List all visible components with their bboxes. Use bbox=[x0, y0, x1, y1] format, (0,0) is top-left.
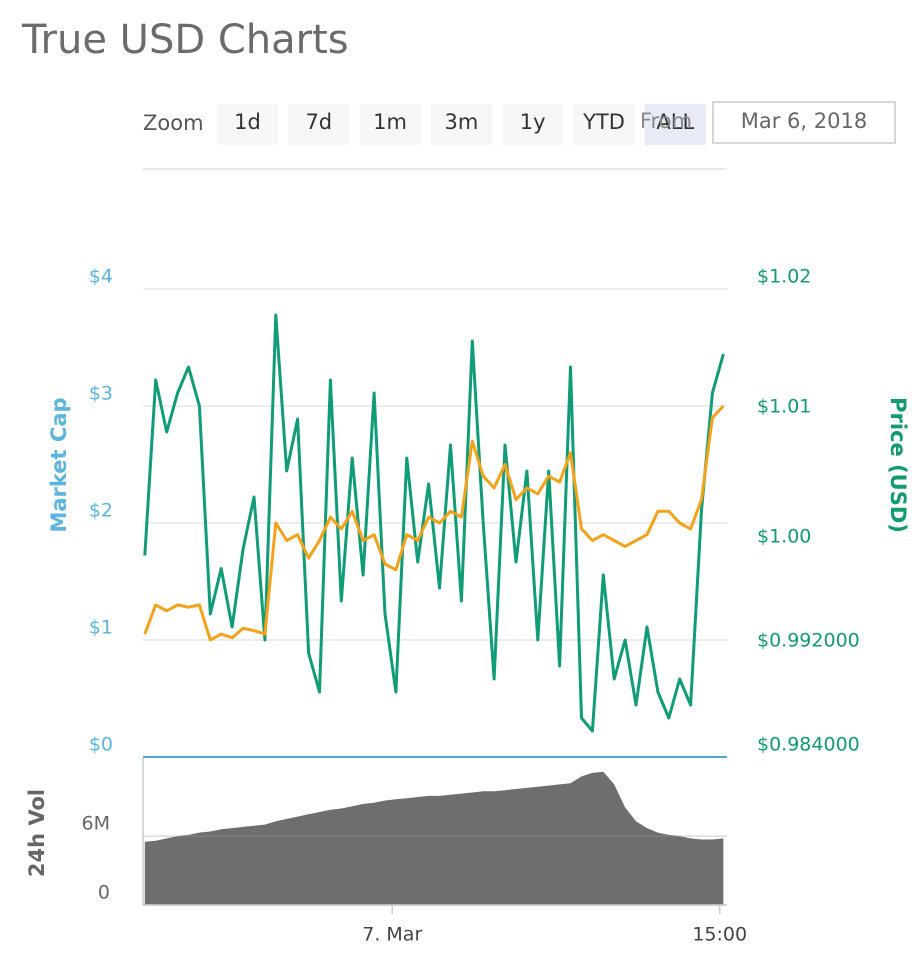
volume-area bbox=[144, 771, 724, 905]
page-title: True USD Charts bbox=[21, 17, 349, 63]
date-input-text: Mar 6, 2018 bbox=[741, 109, 867, 133]
y2-tick-label: $1.02 bbox=[757, 266, 811, 288]
line-series bbox=[143, 313, 725, 733]
zoom-label: Zoom bbox=[143, 111, 204, 135]
zoom-button[interactable] bbox=[217, 104, 278, 145]
y-tick-label: $0 bbox=[89, 734, 113, 756]
y2-axis-title: Price (USD) bbox=[886, 397, 910, 533]
range-label: From bbox=[640, 109, 692, 133]
y-tick-label: $4 bbox=[89, 266, 113, 288]
y2-tick-label: $1.01 bbox=[757, 396, 811, 418]
zoom-button[interactable] bbox=[573, 104, 635, 145]
y-tick-label: $1 bbox=[89, 617, 113, 639]
y2-tick-label: $0.992000 bbox=[757, 630, 860, 652]
y-axis-title: Market Cap bbox=[47, 397, 71, 532]
y2-tick-label: $1.00 bbox=[757, 526, 811, 548]
volume-axis-title: 24h Vol bbox=[25, 789, 49, 877]
zoom-button-label: 1m bbox=[373, 110, 407, 134]
zoom-button-label: YTD bbox=[582, 110, 625, 134]
zoom-button-label: ALL bbox=[656, 110, 694, 134]
zoom-button[interactable] bbox=[359, 104, 421, 145]
y-tick-label: $2 bbox=[89, 500, 113, 522]
x-tick-label: 7. Mar bbox=[362, 924, 422, 946]
zoom-button[interactable] bbox=[502, 104, 564, 145]
volume-tick-label: 0 bbox=[98, 882, 110, 904]
volume-tick-label: 6M bbox=[82, 813, 110, 835]
y2-tick-label: $0.984000 bbox=[757, 734, 860, 756]
y-tick-label: $3 bbox=[89, 383, 113, 405]
zoom-button-label: 3m bbox=[444, 110, 478, 134]
zoom-button[interactable] bbox=[430, 104, 492, 145]
date-input[interactable] bbox=[712, 101, 896, 144]
zoom-button-label: 7d bbox=[305, 110, 332, 134]
zoom-button-label: 1y bbox=[520, 110, 546, 134]
zoom-button-label: 1d bbox=[234, 110, 261, 134]
zoom-button[interactable] bbox=[644, 104, 706, 145]
line-series bbox=[143, 404, 725, 642]
zoom-buttons: 1d 7d 1m 3m 1y YTD ALL bbox=[217, 104, 706, 145]
x-tick-label: 15:00 bbox=[692, 924, 747, 946]
zoom-button[interactable] bbox=[288, 104, 350, 145]
